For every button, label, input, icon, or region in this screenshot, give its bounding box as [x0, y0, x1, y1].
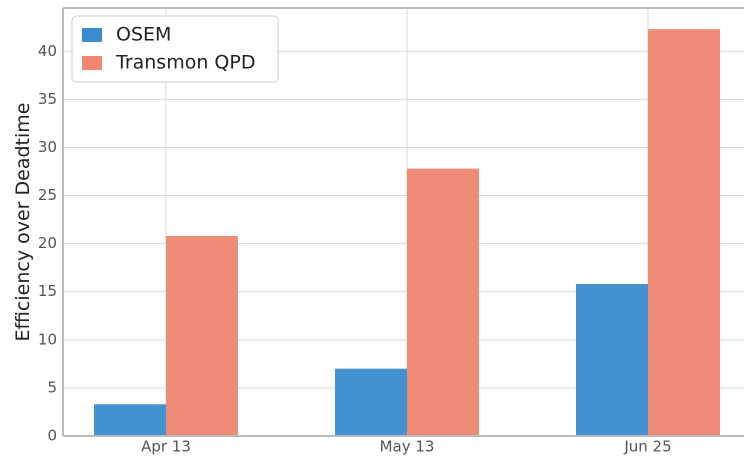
y-tick-label: 5 — [47, 378, 57, 396]
y-tick-label: 0 — [47, 427, 57, 445]
x-tick-label: Apr 13 — [141, 438, 191, 456]
x-tick-label: May 13 — [380, 438, 435, 456]
y-tick-label: 20 — [38, 234, 57, 252]
y-tick-label: 15 — [38, 282, 57, 300]
y-axis-label: Efficiency over Deadtime — [12, 103, 34, 342]
y-tick-label: 35 — [38, 90, 57, 108]
legend-swatch — [82, 56, 102, 70]
x-tick-label: Jun 25 — [623, 438, 671, 456]
y-tick-label: 30 — [38, 138, 57, 156]
bar — [94, 404, 166, 436]
legend-box — [71, 15, 279, 83]
bar — [648, 29, 720, 437]
bar — [335, 368, 407, 436]
legend-label: Transmon QPD — [115, 52, 255, 74]
bar — [576, 284, 648, 436]
y-tick-label: 10 — [38, 330, 57, 348]
bar — [166, 235, 238, 436]
legend-label: OSEM — [116, 24, 171, 46]
bar — [407, 168, 479, 436]
legend-swatch — [82, 28, 102, 42]
y-tick-label: 40 — [38, 42, 57, 60]
y-tick-label: 25 — [38, 186, 57, 204]
